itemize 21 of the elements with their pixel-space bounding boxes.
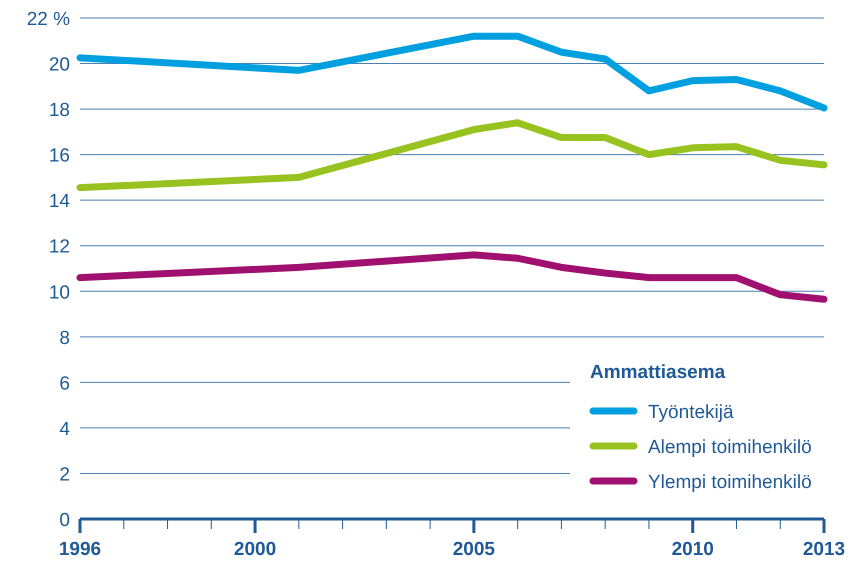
legend-label: Alempi toimihenkilö xyxy=(648,437,812,458)
x-tick-label: 2013 xyxy=(802,539,846,560)
legend-title: Ammattiasema xyxy=(590,362,726,383)
legend-label: Ylempi toimihenkilö xyxy=(648,472,812,493)
x-tick-label: 2005 xyxy=(452,539,496,560)
x-tick-label: 2010 xyxy=(672,539,714,560)
y-tick-label: 12 xyxy=(48,236,70,258)
y-tick-label: 6 xyxy=(59,373,70,394)
y-tick-label: 18 xyxy=(48,100,70,122)
y-tick-label: 4 xyxy=(59,418,70,440)
x-tick-label: 2000 xyxy=(234,539,276,560)
y-tick-label: 22 % xyxy=(26,9,70,30)
y-tick-label: 16 xyxy=(48,146,70,167)
y-tick-label: 2 xyxy=(59,464,70,486)
y-tick-label: 20 xyxy=(48,54,70,76)
y-tick-label: 14 xyxy=(48,191,70,212)
y-tick-label: 0 xyxy=(59,510,70,531)
legend-label: Työntekijä xyxy=(648,402,734,423)
x-tick-label: 1996 xyxy=(58,539,102,560)
y-tick-label: 10 xyxy=(48,282,70,304)
y-tick-label: 8 xyxy=(59,328,70,349)
